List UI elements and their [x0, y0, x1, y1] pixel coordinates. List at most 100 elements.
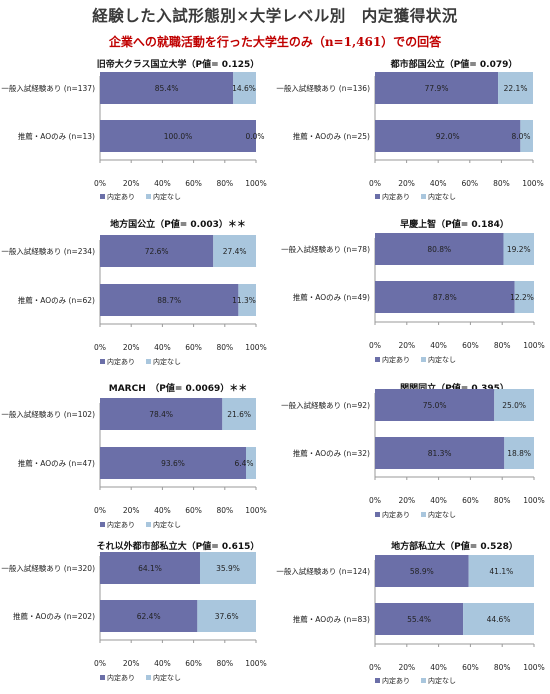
chart-title: 地方国公立（P値= 0.003）＊＊ — [110, 218, 246, 230]
chart-plot-group: 地方部私立大（P値= 0.528） 0% 20% 40% 60% 80% 100% 一般入試経… — [276, 540, 544, 685]
x-tick-label: 20% — [398, 663, 415, 672]
data-label-naitei-ari: 64.1% — [138, 564, 162, 573]
bar-naitei-ari — [375, 389, 495, 421]
chart-title: それ以外都市部私立大（P値= 0.615） — [97, 540, 260, 552]
data-label-naitei-nashi: 27.4% — [223, 247, 247, 256]
legend-label-naitei-ari: 内定あり — [107, 192, 135, 201]
legend-label-naitei-ari: 内定あり — [107, 673, 135, 682]
legend-label-naitei-nashi: 内定なし — [428, 355, 456, 364]
bar-naitei-ari — [100, 72, 234, 104]
category-label: 一般入試経験あり (n=124) — [276, 566, 370, 576]
x-tick-label: 0% — [369, 341, 381, 350]
legend-label-naitei-nashi: 内定なし — [428, 192, 456, 201]
x-tick-label: 20% — [398, 179, 415, 188]
x-tick-label: 100% — [245, 179, 266, 188]
legend-label-naitei-nashi: 内定なし — [153, 357, 181, 366]
legend-label-naitei-ari: 内定あり — [107, 520, 135, 529]
data-label-naitei-nashi: 41.1% — [489, 567, 513, 576]
stacked-bar-chart: 地方国公立（P値= 0.003）＊＊ 0% 20% 40% 60% 80% 100% 一般入試… — [1, 218, 266, 366]
x-tick-label: 80% — [216, 659, 233, 668]
bar-naitei-nashi — [498, 72, 533, 104]
legend-label-naitei-nashi: 内定なし — [153, 520, 181, 529]
stacked-bar-chart: 地方部私立大（P値= 0.528） 0% 20% 40% 60% 80% 100% 一般入試経… — [276, 540, 544, 685]
legend-label-naitei-ari: 内定あり — [382, 192, 410, 201]
legend-swatch-naitei-ari — [375, 357, 380, 362]
legend-swatch-naitei-nashi — [421, 357, 426, 362]
legend-swatch-naitei-ari — [375, 678, 380, 683]
bar-naitei-ari — [375, 437, 505, 469]
x-tick-label: 80% — [494, 496, 511, 505]
page-title: 経験した入試形態別×大学レベル別 内定獲得状況 — [92, 6, 458, 25]
chart-plot-group: 関関同立（P値= 0.395）0%20%40%60%80%100%一般入試経験あ… — [281, 382, 545, 519]
legend-swatch-naitei-ari — [100, 522, 105, 527]
x-tick-label: 60% — [462, 341, 479, 350]
bar-naitei-ari — [375, 72, 499, 104]
x-tick-label: 100% — [245, 506, 266, 515]
bar-naitei-nashi — [199, 552, 256, 584]
data-label-naitei-nashi: 8.0% — [511, 132, 530, 141]
x-tick-label: 0% — [94, 343, 106, 352]
legend-swatch-naitei-ari — [375, 512, 380, 517]
x-tick-label: 40% — [154, 343, 171, 352]
chart-plot-group: それ以外都市部私立大（P値= 0.615） 0% 20% 40% 60% 80% 100% 一… — [1, 540, 266, 682]
category-label: 一般入試経験あり (n=136) — [276, 83, 370, 93]
data-label-naitei-ari: 85.4% — [155, 84, 179, 93]
legend-label-naitei-ari: 内定あり — [107, 357, 135, 366]
bar-naitei-nashi — [222, 398, 256, 430]
bar-naitei-ari — [375, 603, 464, 635]
data-label-naitei-ari: 78.4% — [149, 410, 173, 419]
stacked-bar-chart: 旧帝大クラス国立大学（P値= 0.125） 0% 20% 40% 60% 80% 100% 一… — [1, 58, 266, 201]
category-label: 推薦・AOのみ (n=25) — [293, 131, 370, 141]
bar-naitei-nashi — [246, 447, 256, 479]
x-tick-label: 80% — [493, 179, 510, 188]
data-label-naitei-ari: 100.0% — [164, 132, 193, 141]
bar-naitei-nashi — [238, 284, 256, 316]
data-label-naitei-nashi: 18.8% — [507, 449, 531, 458]
x-tick-label: 80% — [494, 341, 511, 350]
bar-naitei-nashi — [233, 72, 256, 104]
data-label-naitei-ari: 77.9% — [425, 84, 449, 93]
stacked-bar-chart: MARCH （P値= 0.0069）＊＊ 0% 20% 40% 60% 80% 100% 一般… — [1, 382, 266, 529]
x-tick-label: 60% — [185, 506, 202, 515]
stacked-bar-chart: 早慶上智（P値= 0.184） 0% 20% 40% 60% 80% 100% 一般入試経験あ… — [281, 218, 545, 364]
bar-naitei-ari — [100, 235, 214, 267]
chart-title: 都市部国公立（P値= 0.079） — [390, 58, 518, 70]
x-tick-label: 20% — [123, 506, 140, 515]
bar-naitei-nashi — [213, 235, 256, 267]
x-tick-label: 80% — [494, 663, 511, 672]
chart-plot-group: 地方国公立（P値= 0.003）＊＊ 0% 20% 40% 60% 80% 100% 一般入試… — [1, 218, 266, 366]
x-tick-label: 40% — [430, 496, 447, 505]
x-tick-label: 60% — [185, 179, 202, 188]
x-tick-label: 100% — [523, 496, 544, 505]
bar-naitei-ari — [100, 398, 223, 430]
data-label-naitei-nashi: 22.1% — [504, 84, 528, 93]
category-label: 推薦・AOのみ (n=13) — [18, 131, 95, 141]
x-tick-label: 20% — [123, 659, 140, 668]
legend-label-naitei-nashi: 内定なし — [428, 676, 456, 685]
data-label-naitei-nashi: 44.6% — [487, 615, 511, 624]
x-tick-label: 60% — [462, 496, 479, 505]
data-label-naitei-ari: 92.0% — [436, 132, 460, 141]
x-tick-label: 100% — [245, 343, 266, 352]
x-tick-label: 20% — [398, 341, 415, 350]
bar-naitei-ari — [375, 281, 515, 313]
data-label-naitei-nashi: 25.0% — [502, 401, 526, 410]
x-tick-label: 20% — [398, 496, 415, 505]
legend-swatch-naitei-nashi — [146, 194, 151, 199]
data-label-naitei-ari: 62.4% — [137, 612, 161, 621]
x-tick-label: 0% — [94, 659, 106, 668]
x-tick-label: 100% — [245, 659, 266, 668]
x-tick-label: 80% — [216, 179, 233, 188]
bar-naitei-ari — [100, 120, 256, 152]
data-label-naitei-ari: 72.6% — [145, 247, 169, 256]
legend-swatch-naitei-ari — [100, 359, 105, 364]
x-tick-label: 0% — [369, 179, 381, 188]
bar-naitei-ari — [375, 555, 469, 587]
x-tick-label: 60% — [462, 663, 479, 672]
bar-naitei-nashi — [468, 555, 534, 587]
chart-title: 早慶上智（P値= 0.184） — [400, 218, 509, 230]
bar-naitei-nashi — [514, 281, 534, 313]
data-label-naitei-ari: 87.8% — [433, 293, 457, 302]
x-tick-label: 80% — [216, 343, 233, 352]
chart-title: MARCH （P値= 0.0069）＊＊ — [109, 382, 248, 394]
